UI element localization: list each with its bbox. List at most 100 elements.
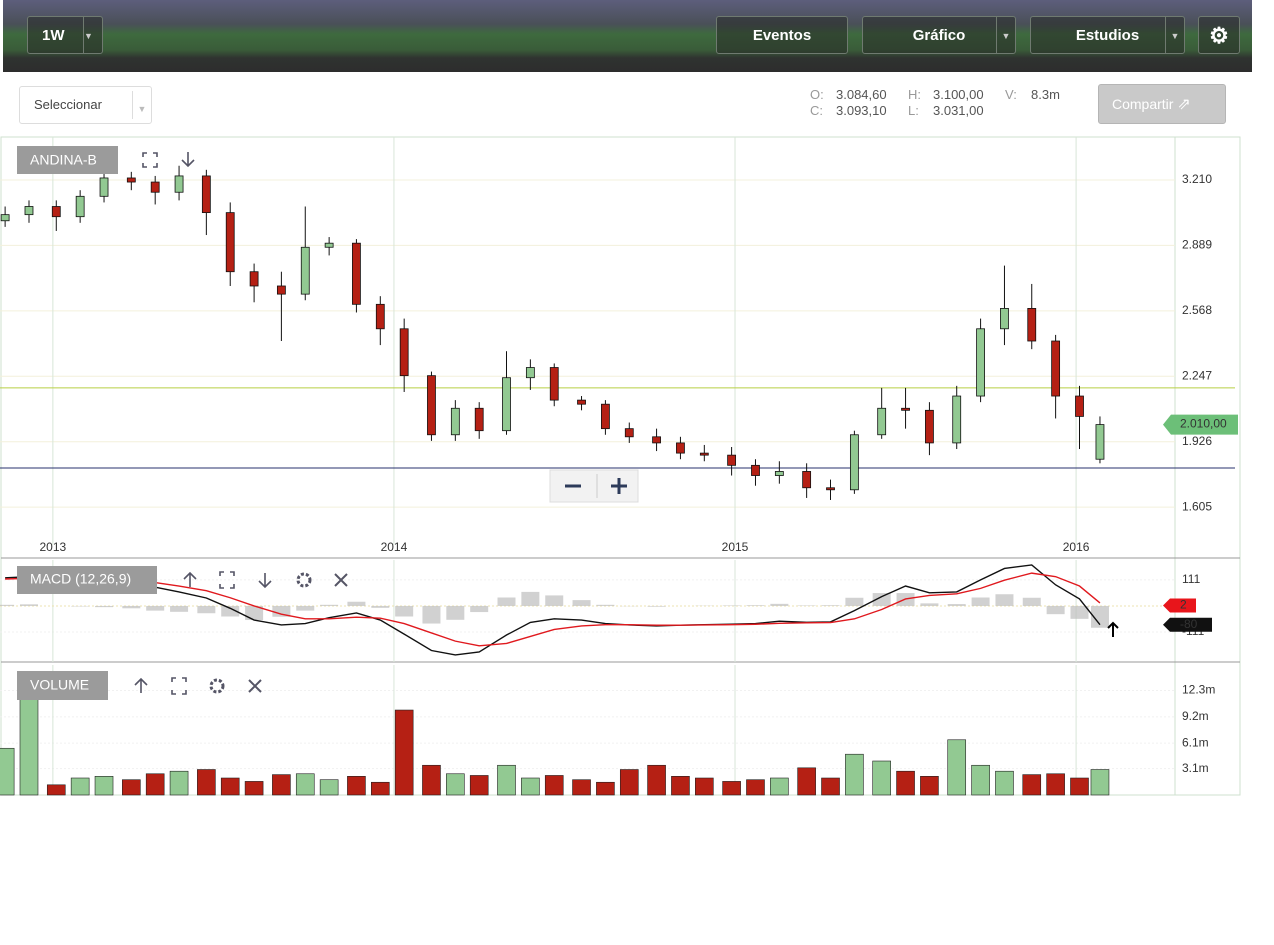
ohlc-key: C: [810,103,823,118]
volume-bar [695,777,714,796]
down-icon[interactable] [181,152,195,168]
fullscreen-icon[interactable] [142,152,158,168]
ohlc-key: H: [908,87,921,102]
volume-bar [94,776,114,796]
y-tick-label: 2.568 [1182,303,1212,317]
volume-bar [971,764,990,796]
fullscreen-icon[interactable] [171,677,187,695]
histogram-bar [497,597,516,606]
x-tick-label: 2016 [1063,540,1090,554]
volume-bar [319,779,339,796]
settings-button[interactable]: ⚙ [1198,16,1240,54]
candle-body [474,407,484,432]
histogram-bar [845,597,864,606]
gear-icon[interactable] [209,678,225,694]
select-label: Seleccionar [34,97,102,112]
candle-body [1095,424,1105,460]
zoom-in[interactable] [611,478,627,494]
histogram-bar [170,605,189,612]
histogram-bar [971,597,990,606]
candle-body [1000,308,1009,330]
studies-button[interactable]: Estudios ▼ [1030,16,1185,54]
candle-body [699,452,709,456]
interval-button[interactable]: 1W ▼ [27,16,103,54]
volume-bar [544,775,564,796]
candle-body [324,242,334,248]
close-icon[interactable] [248,679,262,693]
macd-line [5,564,1101,656]
histogram-bar [746,605,765,606]
volume-bar [497,764,516,796]
ohlc-key: H: [908,87,921,102]
zoom-control [549,469,639,503]
ohlc-key: L: [908,103,919,118]
volume-bar [145,773,165,796]
candle-body [601,403,610,430]
candle-body [225,212,235,273]
ohlc-key: O: [810,87,824,102]
down-icon[interactable] [258,573,272,589]
panel-title: MACD (12,26,9) [30,571,131,587]
volume-bar [122,779,141,796]
plot-layer: 1.6051.9262.2472.5682.8893.210-1111113.1… [0,137,1238,796]
ohlc-value: 3.084,60 [836,87,887,102]
select-dropdown[interactable]: Seleccionar ▼ [19,86,152,124]
histogram-bar [470,605,489,613]
volume-bar [746,779,765,796]
candle-body [901,407,910,411]
candle-body [375,303,385,330]
histogram-bar [1046,605,1065,615]
panel-icons [183,571,348,589]
candle-body [450,407,460,436]
histogram-bar [872,593,891,606]
volume-bar [469,775,489,796]
candle-body [676,442,685,454]
ohlc-value: 8.3m [1031,87,1060,102]
caret: ▼ [996,17,1015,53]
volume-bar [272,774,291,796]
up-icon[interactable] [134,677,148,693]
volume-bar [770,777,789,796]
volume-bar [1070,777,1089,796]
ohlc-value: 3.093,10 [836,103,887,118]
close-icon[interactable] [334,573,348,587]
chart-button[interactable]: Gráfico ▼ [862,16,1016,54]
events-button[interactable]: Eventos [716,16,848,54]
top-toolbar: 1W ▼ Eventos Gráfico ▼ Estudios ▼ ⚙ [3,0,1252,72]
candle-body [549,367,559,401]
histogram-bar [19,604,38,606]
share-icon: ⇗ [1177,96,1191,113]
candle-body [751,464,760,476]
ohlc-value: 3.031,00 [933,103,984,118]
ohlc-value: 3.100,00 [933,87,984,102]
histogram-bar [320,604,339,606]
up-icon[interactable] [183,571,197,587]
volume-bar [647,764,666,796]
volume-bar [521,777,540,796]
volume-bar [0,747,15,796]
gear-icon[interactable] [296,572,312,588]
candle-body [652,436,661,444]
ohlc-value: 3.093,10 [836,103,887,118]
candle-body [24,206,34,216]
histogram-bar [197,605,216,614]
volume-bar [422,764,441,796]
title-box [17,671,108,700]
candle-body [502,377,511,432]
histogram-bar [371,605,390,608]
y-tick-label: 1.926 [1182,434,1212,448]
value-tag-label: 2 [1180,598,1187,612]
value-tag [1163,598,1196,613]
fullscreen-icon[interactable] [219,571,235,589]
candle-body [877,407,887,436]
histogram-bar [1022,597,1041,606]
histogram-bar [122,605,141,609]
share-button[interactable]: Compartir ⇗ [1098,84,1226,124]
panel-title: VOLUME [30,677,89,693]
candle-body [99,177,109,197]
ohlc-value: 3.031,00 [933,103,984,118]
volume-bar [821,777,840,796]
candle-body [1027,308,1037,342]
x-tick-label: 2014 [381,540,408,554]
